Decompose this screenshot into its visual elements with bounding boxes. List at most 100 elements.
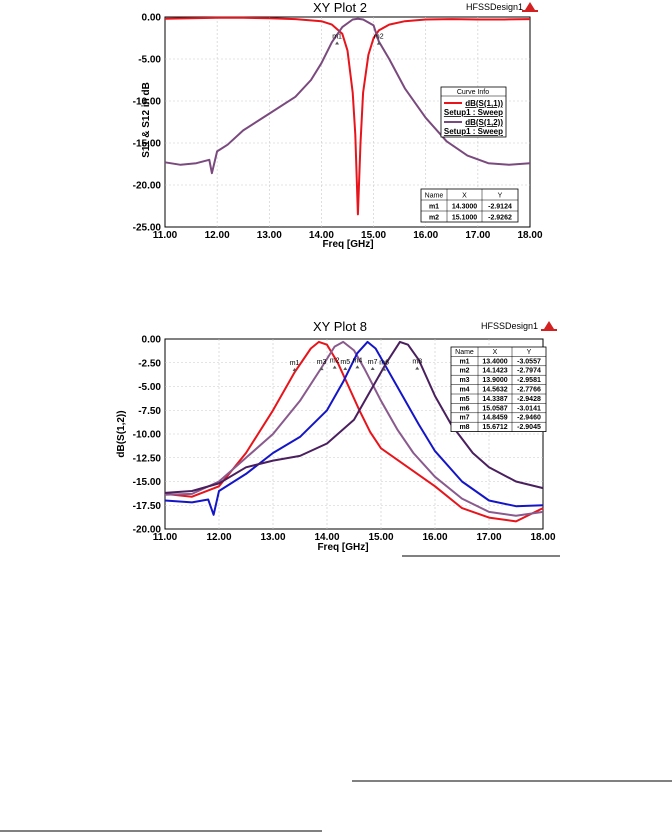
table-header-cell: Y bbox=[527, 349, 532, 356]
marker-arrow bbox=[355, 365, 360, 369]
marker-m1: m1 bbox=[332, 33, 342, 45]
table-cell: m7 bbox=[459, 415, 469, 422]
legend-entry-s11: dB(S(1,1)) bbox=[465, 99, 503, 108]
y-tick-label: -5.00 bbox=[138, 382, 161, 393]
marker-table: Name X Ym1 14.3000 -2.9124 m2 15.1000 -2.9262 bbox=[420, 188, 519, 223]
table-cell: -2.7766 bbox=[517, 387, 541, 394]
y-tick-label: 0.00 bbox=[142, 13, 162, 24]
table-cell: m5 bbox=[459, 396, 469, 403]
y-tick-label: -15.00 bbox=[133, 139, 162, 150]
y-axis-label: S11 & S12 in dB bbox=[141, 82, 152, 158]
y-axis-ticks: 0.00 -2.50 -5.00 -7.50 -10.00 -12.50 -15.00 -17… bbox=[133, 335, 162, 536]
marker-arrow bbox=[292, 368, 297, 372]
marker-m6: m6 bbox=[379, 360, 389, 371]
y-tick-label: -10.00 bbox=[133, 430, 162, 441]
marker-arrow bbox=[382, 367, 387, 371]
x-tick-label: 12.00 bbox=[206, 532, 231, 543]
table-cell: 14.3387 bbox=[482, 396, 507, 403]
x-tick-label: 15.00 bbox=[361, 230, 386, 241]
legend-title: Curve Info bbox=[457, 89, 489, 96]
table-header-cell: Name bbox=[425, 193, 444, 200]
series-line-1 bbox=[164, 16, 531, 216]
y-tick-label: -12.50 bbox=[133, 453, 162, 464]
marker-label: m7 bbox=[368, 359, 378, 366]
x-tick-label: 16.00 bbox=[413, 230, 438, 241]
brand-logo-icon bbox=[541, 321, 557, 331]
x-tick-label: 17.00 bbox=[465, 230, 490, 241]
marker-arrow bbox=[343, 366, 348, 370]
marker-m4: m4 bbox=[353, 357, 363, 369]
marker-arrow bbox=[319, 367, 324, 371]
x-tick-label: 13.00 bbox=[260, 532, 285, 543]
marker-table-frame bbox=[420, 188, 519, 223]
chart-xy-plot-2: XY Plot 2 HFSSDesign1 0.00 -5.00 -10.00 -15… bbox=[133, 0, 543, 250]
design-name: HFSSDesign1 bbox=[481, 321, 538, 331]
table-cell: m4 bbox=[459, 387, 469, 394]
y-tick-label: -10.00 bbox=[133, 97, 162, 108]
x-tick-label: 16.00 bbox=[422, 532, 447, 543]
table-cell: m1 bbox=[429, 204, 439, 211]
x-tick-label: 11.00 bbox=[153, 230, 178, 241]
series-line-2 bbox=[164, 17, 531, 175]
table-cell: m2 bbox=[459, 368, 469, 375]
table-cell: -2.9124 bbox=[488, 204, 512, 211]
chart-title: XY Plot 2 bbox=[313, 0, 367, 15]
marker-arrow bbox=[376, 41, 381, 45]
x-axis-ticks: 11.00 12.00 13.00 14.00 15.00 16.00 17.00 18.00 bbox=[153, 230, 543, 241]
marker-m8: m8 bbox=[412, 359, 422, 370]
table-cell: 14.1423 bbox=[482, 368, 507, 375]
series-line-2 bbox=[164, 340, 544, 517]
marker-label: m2 bbox=[330, 358, 340, 365]
series-group bbox=[164, 16, 531, 216]
y-tick-label: -7.50 bbox=[138, 406, 161, 417]
series-group bbox=[164, 340, 544, 523]
series-line-3 bbox=[164, 340, 544, 516]
brand-logo-icon bbox=[522, 2, 538, 12]
table-cell: 13.4000 bbox=[482, 358, 507, 365]
legend-setup-s11: Setup1 : Sweep bbox=[444, 108, 503, 117]
table-header-cell: Y bbox=[498, 193, 503, 200]
marker-label: m1 bbox=[332, 33, 342, 40]
marker-m2: m2 bbox=[330, 358, 340, 369]
x-tick-label: 14.00 bbox=[314, 532, 339, 543]
table-cell: 14.8459 bbox=[482, 415, 507, 422]
x-tick-label: 18.00 bbox=[517, 230, 542, 241]
marker-label: m2 bbox=[374, 34, 384, 41]
table-cell: -2.9262 bbox=[488, 215, 512, 222]
x-axis-ticks: 11.00 12.00 13.00 14.00 15.00 16.00 17.00 18.00 bbox=[153, 532, 556, 543]
marker-m1: m1 bbox=[290, 360, 300, 372]
y-tick-label: -2.50 bbox=[138, 358, 161, 369]
marker-m2: m2 bbox=[374, 34, 384, 45]
table-cell: m6 bbox=[459, 405, 469, 412]
series-line-1 bbox=[164, 340, 544, 523]
marker-table-frame bbox=[450, 346, 547, 432]
x-tick-label: 14.00 bbox=[309, 230, 334, 241]
table-cell: 14.5632 bbox=[482, 387, 507, 394]
table-header-cell: X bbox=[493, 349, 498, 356]
table-cell: -2.9045 bbox=[517, 424, 541, 431]
marker-label: m8 bbox=[412, 359, 422, 366]
x-tick-label: 18.00 bbox=[530, 532, 555, 543]
marker-label: m3 bbox=[317, 359, 327, 366]
y-axis-label: dB(S(1,2)) bbox=[116, 410, 127, 457]
table-cell: -3.0557 bbox=[517, 358, 541, 365]
y-tick-label: -25.00 bbox=[133, 223, 162, 234]
y-tick-label: 0.00 bbox=[142, 335, 162, 346]
marker-label: m4 bbox=[353, 357, 363, 364]
legend-entry-s12: dB(S(1,2)) bbox=[465, 118, 503, 127]
marker-arrow bbox=[415, 366, 420, 370]
x-axis-label: Freq [GHz] bbox=[317, 542, 368, 553]
marker-label: m1 bbox=[290, 360, 300, 367]
table-cell: -2.7974 bbox=[517, 368, 541, 375]
table-cell: m2 bbox=[429, 215, 439, 222]
marker-table: Name X Ym1 13.4000 -3.0557 m2 14.1423 -2.7974 m3… bbox=[450, 346, 547, 432]
marker-label: m5 bbox=[340, 359, 350, 366]
grid bbox=[165, 339, 543, 529]
table-cell: 15.1000 bbox=[452, 215, 477, 222]
x-tick-label: 12.00 bbox=[205, 230, 230, 241]
table-cell: -2.9428 bbox=[517, 396, 541, 403]
y-axis-ticks: 0.00 -5.00 -10.00 -15.00 -20.00 -25.00 bbox=[133, 13, 162, 234]
marker-m3: m3 bbox=[317, 359, 327, 371]
